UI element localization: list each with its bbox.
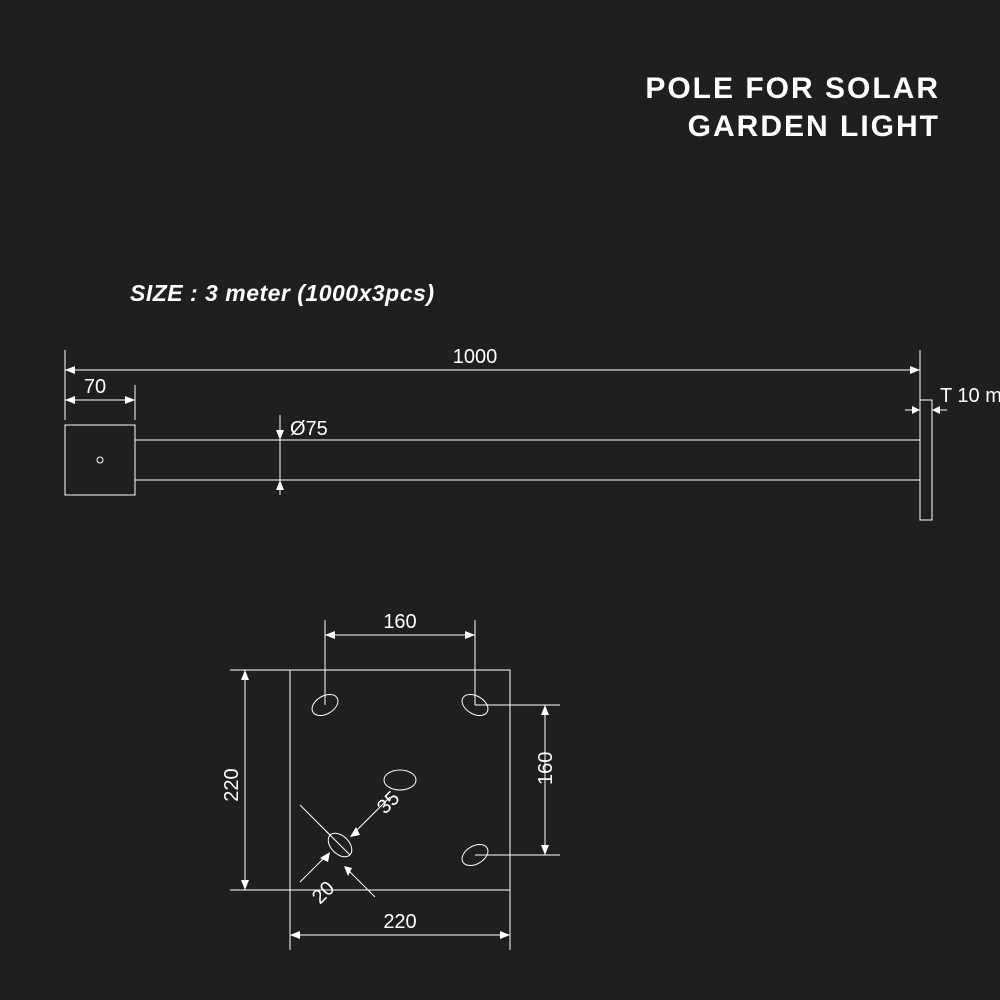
dim-plate-height: 220 [221,768,243,801]
dim-pole-length: 1000 [453,346,498,368]
title-line-2: GARDEN LIGHT [645,108,940,146]
dim-flange-thickness: T 10 mm [940,385,1000,407]
title-line-1: POLE FOR SOLAR [645,70,940,108]
side-view-diagram: 1000 70 Ø75 T 10 mm [0,340,1000,560]
dim-slot-length: 35 [373,787,404,818]
dim-hole-spacing-x: 160 [383,611,416,633]
dim-end-cap: 70 [84,376,106,398]
base-plate-diagram: 160 160 220 220 35 20 [180,590,680,990]
dim-diameter: Ø75 [290,418,328,440]
size-label: SIZE : 3 meter (1000x3pcs) [130,280,434,307]
dim-plate-width: 220 [383,911,416,933]
dim-hole-spacing-y: 160 [535,752,557,785]
dim-slot-width: 20 [308,877,339,908]
title-block: POLE FOR SOLAR GARDEN LIGHT [645,70,940,145]
